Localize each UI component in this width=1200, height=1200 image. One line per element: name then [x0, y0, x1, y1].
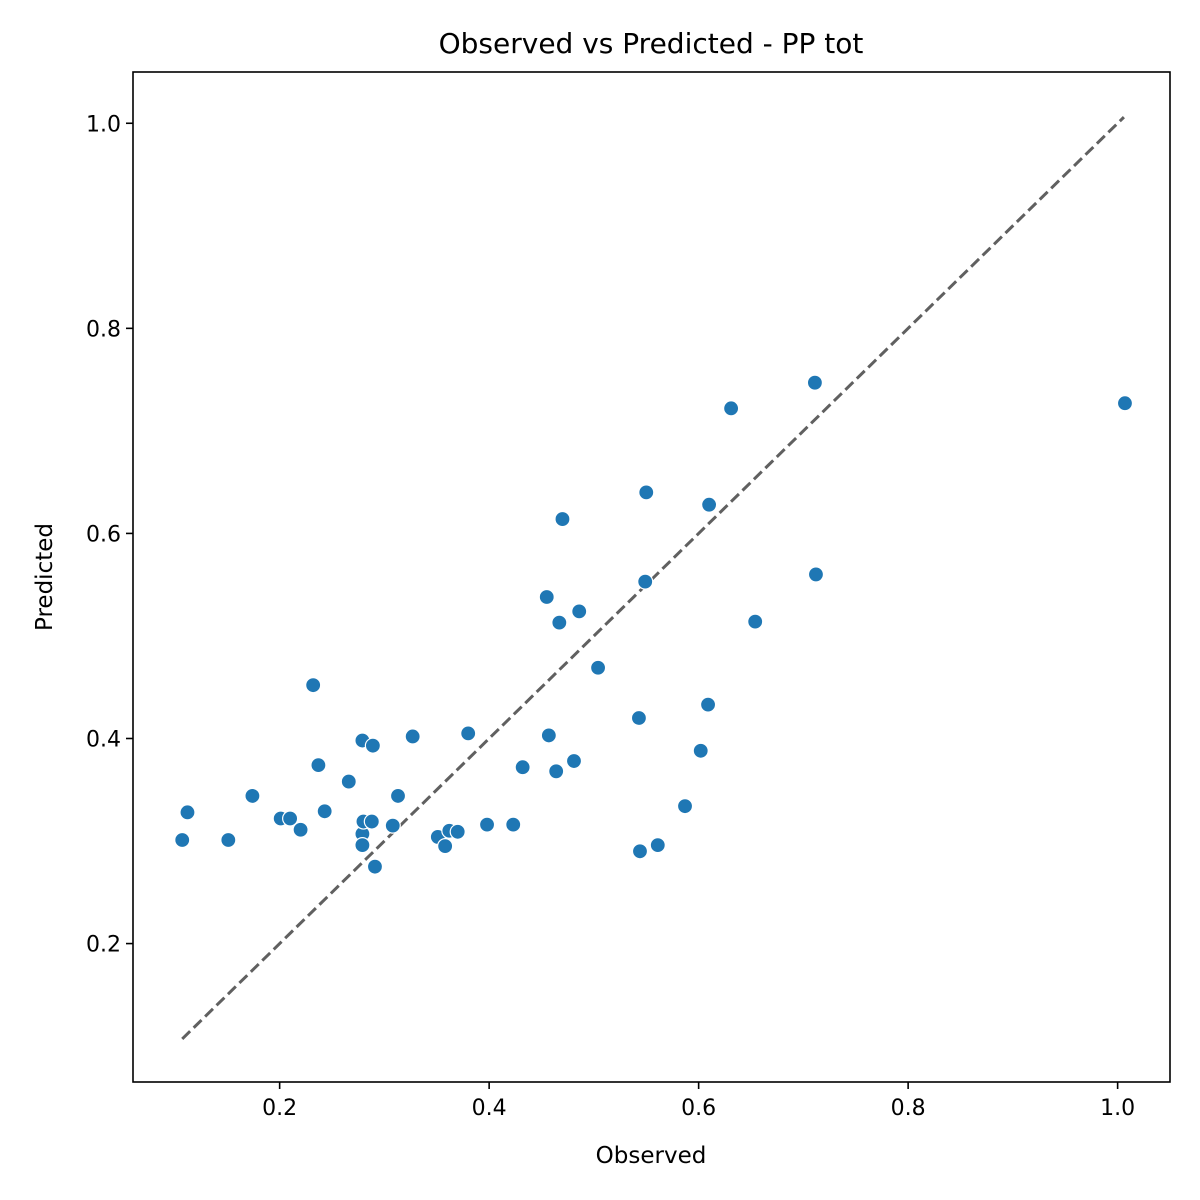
data-point-11 — [340, 773, 357, 790]
x-axis: 0.2 0.4 0.6 0.8 1.0 — [262, 1082, 1135, 1121]
data-point-50 — [807, 566, 825, 583]
x-tick-label: 1.0 — [1100, 1096, 1135, 1121]
data-point-6 — [282, 810, 299, 827]
data-point-17 — [364, 737, 381, 754]
y-tick-label: 0.6 — [86, 522, 121, 547]
chart-title: Observed vs Predicted - PP tot — [439, 27, 864, 60]
data-point-51 — [1116, 395, 1134, 412]
data-point-39 — [631, 843, 649, 860]
data-point-16 — [363, 813, 380, 830]
data-point-44 — [692, 742, 709, 759]
data-point-38 — [630, 709, 648, 727]
data-point-7 — [292, 821, 309, 838]
data-point-43 — [676, 798, 694, 815]
data-point-47 — [723, 400, 740, 417]
data-point-3 — [220, 831, 237, 849]
x-tick-label: 0.2 — [262, 1096, 297, 1121]
data-point-26 — [460, 725, 477, 742]
data-point-20 — [389, 787, 407, 805]
y-tick-label: 0.8 — [86, 317, 121, 342]
data-point-33 — [551, 614, 568, 631]
data-point-25 — [449, 823, 466, 840]
x-tick-label: 0.6 — [681, 1096, 716, 1121]
data-point-32 — [548, 763, 565, 780]
x-tick-label: 0.4 — [472, 1096, 507, 1121]
y-tick-label: 0.2 — [86, 933, 121, 958]
data-point-37 — [589, 659, 607, 676]
data-point-18 — [366, 858, 384, 875]
data-point-21 — [404, 728, 421, 745]
data-point-28 — [505, 816, 522, 833]
data-point-10 — [316, 803, 333, 820]
data-point-34 — [554, 510, 571, 528]
data-point-40 — [637, 573, 654, 590]
data-point-29 — [514, 759, 531, 776]
data-point-14 — [354, 837, 371, 854]
x-axis-title: Observed — [596, 1143, 707, 1169]
data-point-23 — [437, 838, 454, 855]
x-tick-label: 0.8 — [891, 1096, 926, 1121]
data-point-48 — [747, 613, 764, 630]
data-point-41 — [638, 484, 655, 501]
plot-area — [174, 116, 1134, 1041]
data-point-4 — [244, 787, 261, 805]
data-point-42 — [649, 837, 666, 854]
data-point-35 — [565, 752, 583, 770]
data-point-49 — [806, 374, 824, 391]
data-point-27 — [478, 816, 496, 833]
y-axis: 0.2 0.4 0.6 0.8 1.0 — [86, 112, 133, 958]
data-point-30 — [538, 588, 555, 606]
y-axis-title: Predicted — [32, 523, 58, 631]
reference-line — [181, 116, 1125, 1041]
data-point-31 — [540, 727, 557, 744]
data-point-19 — [384, 817, 401, 834]
data-point-45 — [699, 696, 717, 713]
data-point-36 — [571, 603, 588, 620]
y-tick-label: 0.4 — [86, 727, 121, 752]
y-tick-label: 1.0 — [86, 112, 121, 137]
axes-frame — [132, 71, 1171, 1083]
data-point-2 — [179, 804, 196, 821]
data-point-46 — [701, 496, 718, 513]
data-point-9 — [310, 757, 327, 774]
data-point-8 — [305, 677, 322, 694]
data-point-1 — [174, 831, 191, 849]
